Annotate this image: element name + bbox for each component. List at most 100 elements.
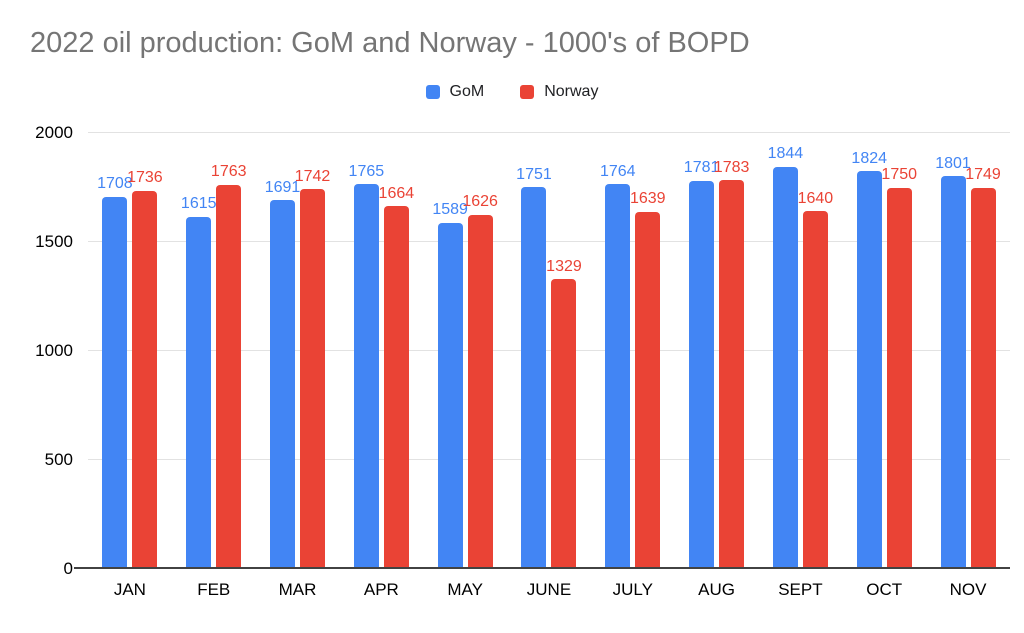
x-axis-label-apr: APR	[363, 580, 399, 599]
data-label-norway-oct: 1750	[881, 165, 918, 183]
bar-group-july: 1764 1639 JULY	[591, 133, 675, 599]
x-axis-label-jan: JAN	[113, 580, 146, 599]
bar-slot: 1764	[600, 133, 636, 569]
x-axis-label-oct: OCT	[866, 580, 903, 599]
bar-norway-oct	[886, 187, 912, 569]
x-axis-label-sept: SEPT	[778, 580, 823, 599]
bar-slot: 1765	[349, 133, 384, 569]
bar-group-feb: 1615 1763 FEB	[172, 133, 256, 599]
data-label-norway-feb: 1763	[210, 163, 247, 181]
bar-gom-sept	[772, 167, 798, 569]
legend: GoM Norway	[0, 82, 1024, 102]
x-axis-baseline	[74, 567, 1010, 569]
bar-slot: 1749	[965, 133, 1001, 569]
bar-norway-june	[551, 279, 577, 569]
legend-label-norway: Norway	[544, 83, 599, 100]
legend-label-gom: GoM	[449, 83, 485, 100]
x-axis-label-nov: NOV	[949, 580, 987, 599]
bar-slot: 1824	[851, 133, 887, 569]
bar-slot: 1329	[546, 133, 582, 569]
bar-group-june: 1751 1329 JUNE	[507, 133, 591, 599]
data-label-gom-aug: 1781	[683, 159, 720, 177]
bar-norway-feb	[216, 184, 242, 569]
x-axis-label-mar: MAR	[278, 580, 317, 599]
gridline	[88, 459, 1010, 460]
bar-norway-sept	[802, 211, 828, 569]
data-label-norway-may: 1626	[462, 192, 498, 210]
data-label-norway-sept: 1640	[797, 189, 834, 207]
chart-title: 2022 oil production: GoM and Norway - 10…	[30, 27, 750, 59]
bar-slot: 1664	[379, 133, 414, 569]
bar-norway-jan	[132, 190, 158, 569]
gom-legend-swatch-icon	[425, 85, 440, 99]
bar-gom-june	[521, 187, 547, 569]
bar-gom-feb	[186, 216, 212, 569]
gridline	[88, 350, 1010, 351]
bar-gom-aug	[689, 180, 715, 569]
bar-slot: 1751	[516, 133, 552, 569]
bar-group-apr: 1765 1664 APR	[339, 133, 423, 599]
data-label-gom-oct: 1824	[851, 149, 888, 167]
data-label-gom-sept: 1844	[767, 145, 804, 163]
bar-slot: 1640	[798, 133, 833, 569]
bar-gom-nov	[940, 176, 966, 569]
bar-norway-mar	[300, 189, 326, 569]
bar-group-aug: 1781 1783 AUG	[675, 133, 759, 599]
gridline	[88, 241, 1010, 242]
bar-norway-nov	[970, 187, 996, 569]
bar-slot: 1750	[881, 133, 917, 569]
bar-group-oct: 1824 1750 OCT	[842, 133, 926, 599]
y-axis-tick: 500	[44, 450, 73, 469]
bar-gom-mar	[270, 200, 296, 569]
bar-gom-oct	[856, 171, 882, 569]
bar-slot: 1615	[181, 133, 217, 569]
bar-group-jan: 1708 1736 JAN	[88, 133, 172, 599]
bar-gom-apr	[353, 184, 379, 569]
bar-slot: 1763	[211, 133, 247, 569]
y-axis-tick: 1500	[35, 232, 73, 251]
gridline	[88, 132, 1010, 133]
bar-slot: 1783	[714, 133, 749, 569]
bar-slot: 1844	[768, 133, 803, 569]
bar-norway-july	[635, 211, 661, 569]
bar-group-mar: 1691 1742 MAR	[256, 133, 340, 599]
y-axis-tick: 2000	[35, 123, 73, 142]
bar-slot: 1736	[127, 133, 163, 569]
data-label-norway-aug: 1783	[713, 158, 750, 176]
x-axis-label-feb: FEB	[197, 580, 231, 599]
bar-slot: 1589	[432, 133, 468, 569]
bar-groups: 1708 1736 JAN 1615 1763 FEB 1691 1742 MAR 1765 166…	[88, 133, 1010, 599]
bar-slot: 1639	[630, 133, 666, 569]
bar-norway-may	[467, 214, 493, 569]
data-label-gom-feb: 1615	[180, 195, 217, 213]
bar-slot: 1708	[97, 133, 133, 569]
x-axis-label-july: JULY	[612, 580, 653, 599]
data-label-norway-mar: 1742	[294, 167, 331, 185]
data-label-norway-june: 1329	[546, 257, 582, 275]
bar-norway-apr	[383, 206, 409, 569]
data-label-gom-nov: 1801	[935, 154, 971, 172]
bar-slot: 1781	[684, 133, 719, 569]
legend-item-norway: Norway	[520, 83, 598, 101]
bar-group-nov: 1801 1749 NOV	[926, 133, 1010, 599]
bar-slot: 1801	[935, 133, 971, 569]
bar-gom-jan	[102, 196, 128, 569]
x-axis-label-aug: AUG	[698, 580, 736, 599]
y-axis-tick: 0	[63, 559, 73, 578]
bar-slot: 1626	[462, 133, 498, 569]
data-label-gom-july: 1764	[599, 162, 636, 180]
bar-gom-may	[437, 222, 463, 569]
bar-slot: 1691	[265, 133, 300, 569]
bar-group-sept: 1844 1640 SEPT	[759, 133, 843, 599]
x-axis-label-june: JUNE	[526, 580, 572, 599]
bar-norway-aug	[719, 180, 745, 569]
data-label-norway-july: 1639	[629, 190, 666, 208]
data-label-gom-june: 1751	[516, 165, 552, 183]
y-axis-tick: 1000	[35, 341, 73, 360]
bar-gom-july	[605, 184, 631, 569]
data-label-gom-may: 1589	[432, 201, 468, 219]
data-label-norway-nov: 1749	[965, 166, 1001, 184]
bar-group-may: 1589 1626 MAY	[423, 133, 507, 599]
data-label-gom-mar: 1691	[264, 178, 301, 196]
